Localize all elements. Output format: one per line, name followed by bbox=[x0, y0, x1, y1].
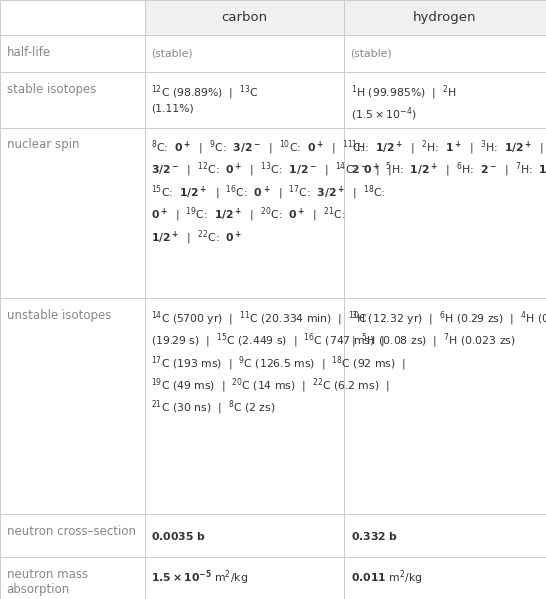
Bar bbox=[344, 514, 546, 557]
Bar bbox=[344, 128, 546, 298]
Bar bbox=[145, 298, 344, 514]
Bar bbox=[0, 514, 145, 557]
Bar bbox=[145, 128, 344, 298]
Bar bbox=[344, 298, 546, 514]
Text: carbon: carbon bbox=[221, 11, 268, 24]
Bar bbox=[145, 0, 344, 35]
Bar bbox=[145, 35, 344, 72]
Text: hydrogen: hydrogen bbox=[413, 11, 477, 24]
Bar bbox=[0, 72, 145, 128]
Bar bbox=[0, 298, 145, 514]
Text: (stable): (stable) bbox=[151, 49, 193, 59]
Text: neutron cross–section: neutron cross–section bbox=[7, 525, 135, 538]
Text: $\mathbf{1.5\times10^{-5}}$ m$^2$/kg: $\mathbf{1.5\times10^{-5}}$ m$^2$/kg bbox=[151, 568, 248, 588]
Text: (stable): (stable) bbox=[351, 49, 392, 59]
Bar bbox=[0, 0, 145, 35]
Text: $^{1}$H:  $\mathbf{1/2^+}$  |  $^{2}$H:  $\mathbf{1^+}$  |  $^{3}$H:  $\mathbf{1: $^{1}$H: $\mathbf{1/2^+}$ | $^{2}$H: $\m… bbox=[351, 138, 546, 179]
Text: $^{12}$C (98.89%)  |  $^{13}$C
(1.11%): $^{12}$C (98.89%) | $^{13}$C (1.11%) bbox=[151, 83, 259, 114]
Text: $^{8}$C:  $\mathbf{0^+}$  |  $^{9}$C:  $\mathbf{3/2^-}$  |  $^{10}$C:  $\mathbf{: $^{8}$C: $\mathbf{0^+}$ | $^{9}$C: $\mat… bbox=[151, 138, 392, 247]
Text: $\mathbf{0.0035\ b}$: $\mathbf{0.0035\ b}$ bbox=[151, 530, 206, 541]
Text: half-life: half-life bbox=[7, 46, 51, 59]
Bar bbox=[145, 557, 344, 599]
Text: $^{14}$C (5700 yr)  |  $^{11}$C (20.334 min)  |  $^{10}$C
(19.29 s)  |  $^{15}$C: $^{14}$C (5700 yr) | $^{11}$C (20.334 mi… bbox=[151, 309, 406, 418]
Text: $\mathbf{0.332\ b}$: $\mathbf{0.332\ b}$ bbox=[351, 530, 397, 541]
Bar bbox=[0, 128, 145, 298]
Bar bbox=[344, 557, 546, 599]
Text: $^{1}$H (99.985%)  |  $^{2}$H
$(1.5\times10^{-4})$: $^{1}$H (99.985%) | $^{2}$H $(1.5\times1… bbox=[351, 83, 456, 123]
Bar bbox=[344, 35, 546, 72]
Text: stable isotopes: stable isotopes bbox=[7, 83, 96, 96]
Text: nuclear spin: nuclear spin bbox=[7, 138, 79, 152]
Text: $^{3}$H (12.32 yr)  |  $^{6}$H (0.29 zs)  |  $^{4}$H (0.139 zs)
|  $^{5}$H (0.08: $^{3}$H (12.32 yr) | $^{6}$H (0.29 zs) |… bbox=[351, 309, 546, 350]
Bar bbox=[0, 35, 145, 72]
Bar bbox=[344, 72, 546, 128]
Text: $\mathbf{0.011}$ m$^2$/kg: $\mathbf{0.011}$ m$^2$/kg bbox=[351, 568, 422, 588]
Bar bbox=[145, 514, 344, 557]
Bar bbox=[344, 0, 546, 35]
Text: neutron mass
absorption: neutron mass absorption bbox=[7, 568, 88, 596]
Text: unstable isotopes: unstable isotopes bbox=[7, 309, 111, 322]
Bar bbox=[0, 557, 145, 599]
Bar bbox=[145, 72, 344, 128]
